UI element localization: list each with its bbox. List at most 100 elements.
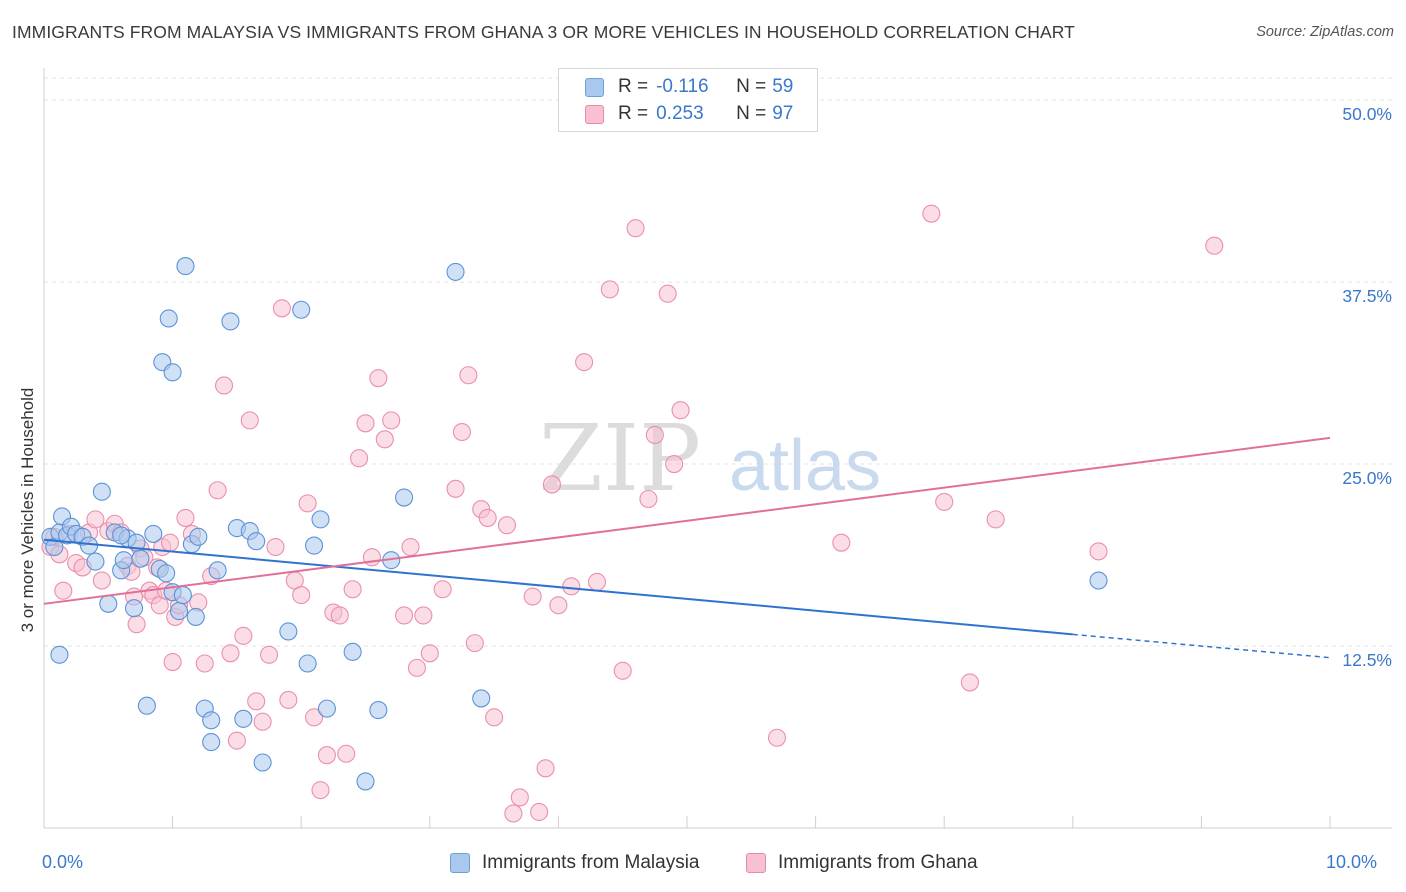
- ghana-point: [54, 581, 73, 600]
- ghana-point: [317, 746, 336, 765]
- ghana-point: [247, 692, 266, 711]
- malaysia-point: [114, 551, 133, 570]
- ghana-point: [1205, 236, 1224, 255]
- ghana-point: [298, 494, 317, 513]
- legend-row-malaysia: R = -0.116 N = 59: [585, 75, 793, 99]
- malaysia-point: [112, 526, 131, 545]
- ghana-point: [645, 425, 664, 444]
- series-legend-label-ghana: Immigrants from Ghana: [778, 852, 978, 873]
- legend-n-value-malaysia: 59: [772, 76, 794, 97]
- malaysia-point: [137, 696, 156, 715]
- ghana-point: [395, 606, 414, 625]
- malaysia-points: [41, 257, 1108, 791]
- ghana-point: [234, 626, 253, 645]
- legend-n-value-ghana: 97: [772, 103, 794, 124]
- x-tick-label-max: 10.0%: [1326, 852, 1378, 872]
- ghana-point: [221, 644, 240, 663]
- ghana-point: [497, 516, 517, 535]
- malaysia-point: [317, 699, 336, 718]
- malaysia-point: [234, 709, 253, 728]
- ghana-point: [92, 571, 111, 590]
- ghana-point: [960, 673, 979, 692]
- ghana-point: [600, 280, 619, 299]
- ghana-point: [658, 284, 677, 303]
- malaysia-point: [446, 262, 465, 281]
- ghana-point: [356, 414, 375, 433]
- malaysia-point: [202, 733, 221, 752]
- series-swatch-malaysia: [450, 853, 470, 873]
- y-tick-label: 25.0%: [1342, 468, 1392, 488]
- chart-title: IMMIGRANTS FROM MALAYSIA VS IMMIGRANTS F…: [12, 22, 1075, 42]
- ghana-point: [227, 731, 246, 750]
- trend-line-ghana: [43, 436, 1331, 605]
- ghana-point: [382, 411, 401, 430]
- malaysia-point: [247, 532, 266, 551]
- legend-swatch-ghana: [585, 104, 604, 124]
- ghana-point: [536, 759, 555, 778]
- ghana-point: [465, 634, 484, 653]
- ghana-point: [208, 481, 227, 500]
- correlation-legend: R = -0.116 N = 59 R = 0.253 N = 97: [558, 68, 818, 132]
- ghana-point: [311, 781, 330, 800]
- legend-r-label: R =: [618, 76, 649, 97]
- malaysia-point: [124, 599, 144, 618]
- ghana-point: [523, 587, 542, 606]
- ghana-point: [446, 479, 465, 498]
- ghana-point: [272, 299, 291, 318]
- malaysia-point: [343, 642, 362, 661]
- ghana-point: [305, 708, 324, 727]
- malaysia-point: [131, 549, 150, 568]
- malaysia-point: [298, 654, 317, 673]
- malaysia-point: [186, 607, 205, 626]
- y-axis-label-wrap: 3 or more Vehicles in Household: [16, 300, 40, 720]
- series-legend-ghana[interactable]: Immigrants from Ghana: [746, 852, 978, 874]
- series-legend: Immigrants from Malaysia Immigrants from…: [0, 852, 1406, 878]
- malaysia-point: [202, 711, 221, 730]
- malaysia-point: [472, 689, 491, 708]
- malaysia-point: [159, 309, 178, 328]
- ghana-point: [407, 658, 426, 677]
- malaysia-point: [86, 552, 105, 571]
- malaysia-point: [173, 586, 192, 605]
- ghana-point: [922, 204, 941, 223]
- y-axis-label: 3 or more Vehicles in Household: [18, 387, 37, 633]
- ghana-point: [575, 353, 594, 372]
- legend-r-value-malaysia: -0.116: [656, 76, 709, 97]
- malaysia-point: [163, 363, 182, 382]
- legend-r-label: R =: [618, 103, 649, 124]
- legend-r-value-ghana: 0.253: [656, 103, 704, 124]
- ghana-points: [41, 204, 1224, 823]
- malaysia-point: [305, 536, 324, 555]
- malaysia-point: [79, 536, 99, 555]
- malaysia-point: [169, 602, 189, 621]
- ghana-point: [767, 728, 787, 747]
- trend-line-malaysia-extension: [1072, 633, 1331, 659]
- series-legend-malaysia[interactable]: Immigrants from Malaysia: [450, 852, 700, 874]
- ghana-point: [587, 572, 607, 592]
- y-tick-label: 37.5%: [1342, 286, 1392, 306]
- ghana-point: [369, 369, 388, 388]
- ghana-point: [832, 533, 851, 552]
- ghana-point: [639, 489, 658, 509]
- malaysia-point: [176, 257, 195, 276]
- legend-swatch-malaysia: [585, 77, 604, 97]
- ghana-point: [671, 401, 690, 420]
- axis-layer: [43, 68, 1392, 829]
- malaysia-point: [157, 564, 176, 583]
- malaysia-point: [50, 645, 69, 664]
- ghana-point: [176, 508, 195, 527]
- ghana-point: [510, 788, 529, 807]
- y-tick-label: 50.0%: [1342, 104, 1392, 124]
- trend-line-malaysia: [43, 538, 1073, 636]
- malaysia-point: [92, 482, 111, 501]
- ghana-point: [337, 744, 356, 763]
- malaysia-point: [208, 561, 227, 580]
- malaysia-point: [99, 594, 118, 613]
- ghana-point: [279, 690, 298, 709]
- ghana-point: [459, 366, 478, 385]
- ghana-point: [292, 586, 311, 605]
- malaysia-point: [395, 488, 414, 507]
- malaysia-point: [144, 524, 163, 543]
- malaysia-point: [253, 753, 272, 772]
